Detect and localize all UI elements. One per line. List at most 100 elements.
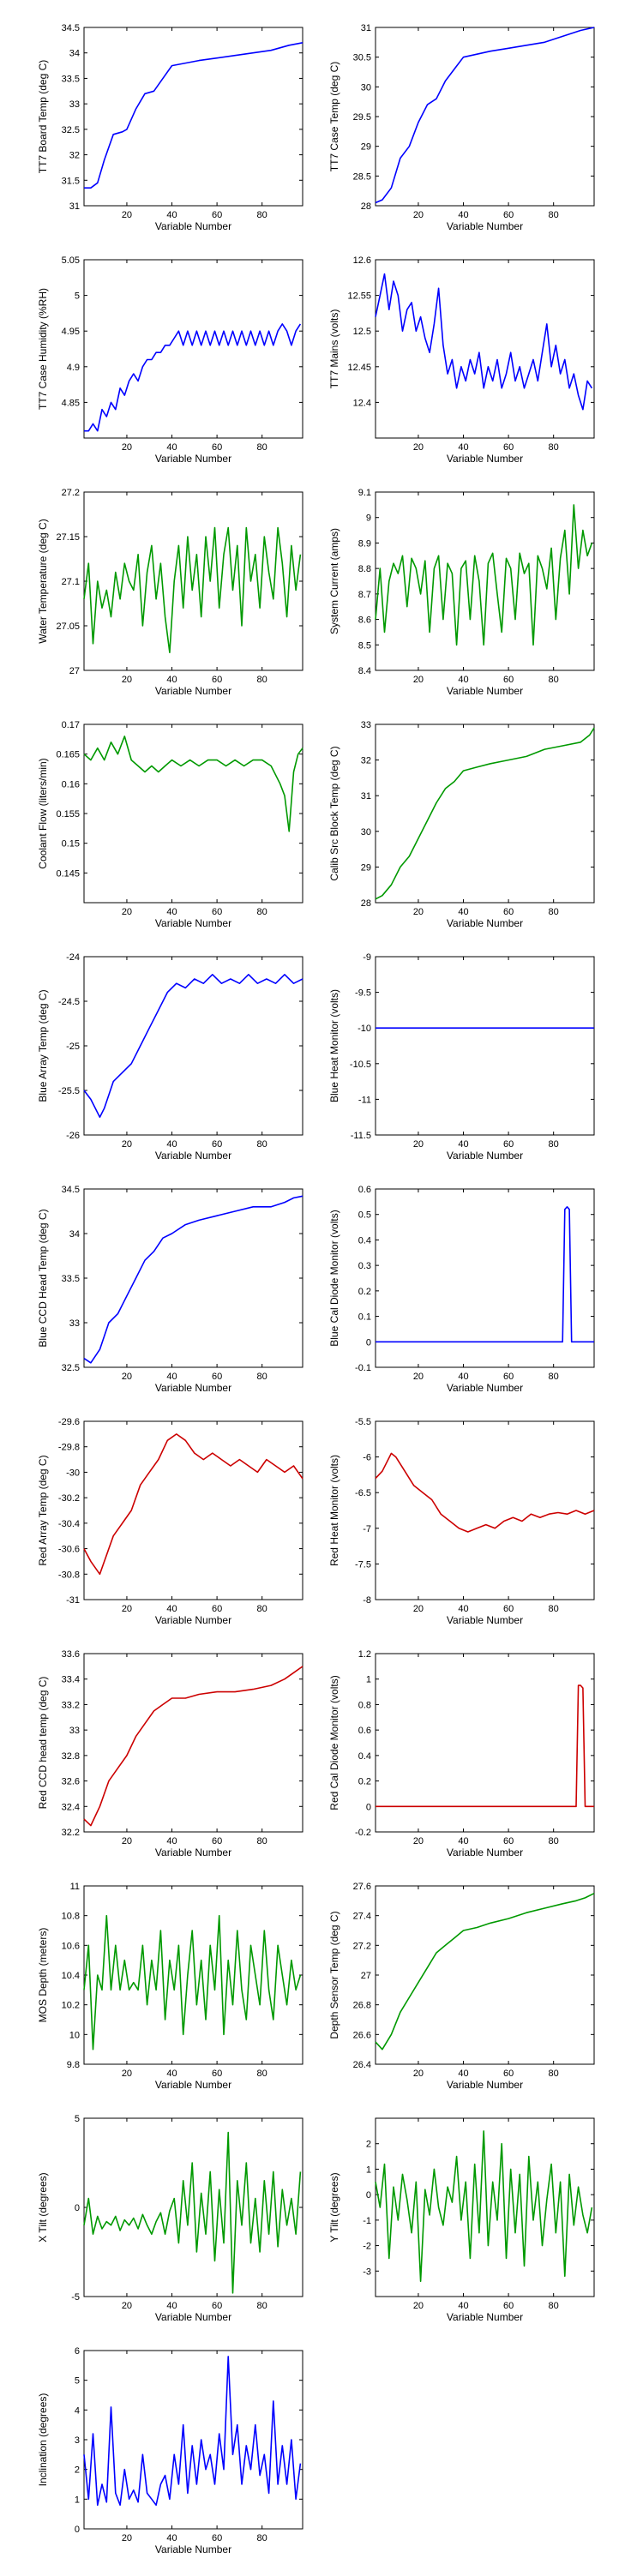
x-tick-label: 20 [122,907,132,917]
y-tick-label: 12.5 [353,327,371,337]
plot-frame [375,27,595,207]
y-tick-label: -31 [66,1595,80,1606]
y-tick-label: 12.55 [347,291,371,302]
y-tick-label: -24 [66,952,80,963]
series-line [83,974,303,1118]
chart-panel-6: 8.4 8.5 8.6 8.7 8.8 8.9 9 9.1 20 40 60 80 Variable N… [328,488,595,697]
y-tick-label: 4.95 [62,327,80,337]
x-tick-label: 60 [503,1836,514,1846]
x-tick-label: 80 [549,2301,559,2311]
y-tick-label: 9.1 [358,488,371,498]
y-tick-label: 33.6 [62,1649,80,1660]
y-tick-label: 10.4 [62,1971,80,1981]
plot-frame [83,956,303,1136]
x-tick-label: 60 [212,675,222,685]
x-tick-label: 60 [212,907,222,917]
x-tick-label: 20 [413,1604,424,1614]
y-tick-label: 0.16 [62,779,80,790]
x-tick-label: 80 [549,1372,559,1382]
x-tick-label: 60 [212,442,222,453]
series-line [83,526,302,654]
x-tick-label: 60 [503,442,514,453]
y-tick-label: 27.4 [353,1912,371,1922]
x-tick-label: 20 [122,2301,132,2311]
x-tick-label: 40 [458,442,468,453]
series-line [375,273,593,411]
y-tick-label: 0.4 [358,1235,371,1246]
y-tick-label: 8.4 [358,666,371,676]
y-tick-label: 1 [75,2495,80,2505]
chart-panel-7: 0.145 0.15 0.155 0.16 0.165 0.17 20 40 60 80 Varia… [37,720,303,929]
plot-frame [375,1885,595,2065]
y-tick-label: 30 [361,827,371,838]
y-tick-label: 33 [69,1318,80,1329]
y-tick-label: -0.2 [355,1828,371,1838]
y-tick-label: 34 [69,1229,80,1240]
y-tick-label: 34.5 [62,1185,80,1195]
y-tick-label: -5.5 [355,1417,371,1427]
y-tick-label: 33.4 [62,1675,80,1685]
x-tick-label: 80 [549,1604,559,1614]
y-tick-label: 33.2 [62,1700,80,1710]
plot-frame [83,2117,303,2297]
x-tick-label: 20 [122,1372,132,1382]
y-tick-label: -8 [363,1595,371,1606]
y-axis-label: Depth Sensor Temp (deg C) [328,1911,340,2039]
y-tick-label: -24.5 [58,997,80,1007]
x-tick-label: 60 [212,210,222,220]
x-tick-label: 60 [212,1139,222,1150]
y-tick-label: -11 [358,1095,371,1105]
y-tick-label: 0.4 [358,1751,371,1762]
series-line [375,504,593,646]
x-tick-label: 20 [413,210,424,220]
x-tick-label: 60 [212,1372,222,1382]
y-tick-label: 29 [361,142,371,153]
plot-frame [375,956,595,1136]
series-line [375,1892,595,2051]
x-tick-label: 80 [549,210,559,220]
y-tick-label: 8.9 [358,538,371,549]
x-tick-label: 20 [122,2069,132,2079]
plot-frame [375,1420,595,1600]
y-tick-label: 0 [75,2525,80,2535]
y-axis-label: Red Cal Diode Monitor (volts) [328,1675,340,1810]
y-axis-label: X Tilt (degrees) [37,2172,49,2242]
x-tick-label: 80 [549,442,559,453]
x-tick-label: 80 [257,1836,267,1846]
y-tick-label: -29.8 [58,1443,80,1453]
x-tick-label: 60 [212,1836,222,1846]
y-tick-label: 5 [75,2376,80,2387]
plot-frame [83,2350,303,2530]
x-tick-label: 40 [458,907,468,917]
y-tick-label: 27.05 [56,621,80,632]
chart-panel-13: -31 -30.8 -30.6 -30.4 -30.2 -30 -29.8 -29.6 20 40… [37,1417,303,1626]
y-tick-label: 10.8 [62,1912,80,1922]
y-tick-label: 12.6 [353,255,371,266]
x-axis-label: Variable Number [155,1846,231,1858]
x-axis-label: Variable Number [447,1614,523,1626]
y-tick-label: -25 [66,1042,80,1052]
x-axis-label: Variable Number [447,2079,523,2091]
x-tick-label: 40 [458,1372,468,1382]
y-tick-label: -5 [71,2292,80,2303]
y-tick-label: -10.5 [350,1060,371,1070]
x-tick-label: 80 [549,2069,559,2079]
x-axis-label: Variable Number [155,2543,231,2555]
y-tick-label: 32 [361,756,371,766]
y-axis-label: TT7 Mains (volts) [328,309,340,389]
chart-panel-16: -0.2 0 0.2 0.4 0.6 0.8 1 1.2 20 40 60 80 Variable Nu… [328,1649,595,1858]
y-tick-label: 27 [361,1971,371,1981]
y-tick-label: 0.155 [56,809,80,820]
x-tick-label: 20 [122,1139,132,1150]
x-tick-label: 40 [166,1139,177,1150]
x-axis-label: Variable Number [447,685,523,697]
x-tick-label: 60 [503,1372,514,1382]
y-tick-label: 0 [366,1337,371,1348]
x-tick-label: 60 [503,2301,514,2311]
x-tick-label: 20 [413,442,424,453]
series-line [83,2356,302,2507]
x-axis-label: Variable Number [155,2311,231,2323]
series-line [83,1914,302,2051]
x-tick-label: 60 [503,2069,514,2079]
